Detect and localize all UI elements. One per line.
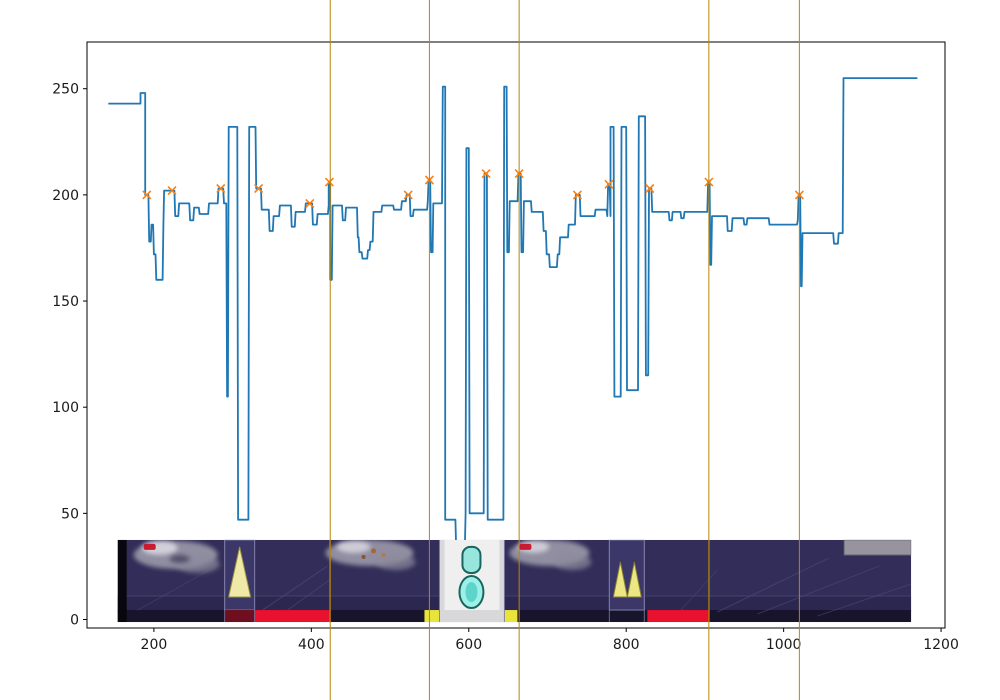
peak-marker-x-icon — [216, 183, 226, 194]
peak-marker-x-icon — [167, 186, 177, 196]
road-line — [262, 565, 328, 611]
road-line — [757, 565, 880, 615]
peak-marker-x-icon — [604, 179, 614, 189]
axes-frame — [86, 41, 946, 629]
inset-image-strip — [117, 539, 912, 623]
obstacle-panel — [608, 539, 645, 611]
x-tick-label: 400 — [298, 637, 325, 653]
peak-markers — [142, 169, 804, 208]
x-tick-label: 800 — [613, 637, 640, 653]
warning-triangle — [228, 546, 252, 598]
smudge — [553, 553, 592, 570]
smudge — [169, 554, 190, 563]
y-tick-label: 150 — [52, 294, 79, 310]
gray-box — [843, 539, 912, 556]
red-bar — [254, 610, 331, 623]
y-tick-label: 50 — [61, 506, 79, 522]
warning-triangle — [626, 561, 642, 598]
debris — [371, 548, 377, 554]
red-bar — [647, 610, 710, 623]
x-tick-label: 1200 — [923, 637, 959, 653]
axes-layer: 200 400 600 800 1000 1200 0 50 100 150 200 250 — [52, 41, 959, 653]
vlines-layer — [329, 0, 800, 700]
peak-marker-x-icon — [403, 190, 413, 200]
capsule-core — [465, 581, 478, 603]
debris — [381, 552, 386, 557]
smudge — [517, 540, 550, 553]
peak-marker-x-icon — [481, 169, 491, 179]
peak-marker-x-icon — [305, 198, 315, 208]
signal-line — [108, 77, 918, 551]
red-marker — [519, 543, 532, 550]
black-band — [117, 539, 127, 623]
yellow-chip — [504, 610, 518, 623]
road-line — [817, 583, 912, 617]
peak-marker-x-icon — [572, 190, 582, 200]
peak-marker-x-icon — [324, 177, 334, 187]
debris — [361, 554, 366, 559]
x-tick-label: 1000 — [766, 637, 802, 653]
x-tick-label: 600 — [455, 637, 482, 653]
peak-marker-x-icon — [645, 183, 655, 194]
road-band — [117, 596, 912, 613]
dark-red-bar — [224, 610, 255, 623]
red-marker — [143, 543, 156, 550]
peak-marker-x-icon — [142, 190, 152, 200]
y-tick-label: 250 — [52, 82, 79, 98]
series-layer — [108, 77, 918, 551]
road-line — [676, 569, 718, 615]
y-tick-label: 200 — [52, 188, 79, 204]
smudge — [336, 540, 371, 553]
y-tick-label: 0 — [70, 613, 79, 629]
road-line — [137, 569, 210, 611]
warning-triangle — [612, 561, 628, 598]
road-line — [287, 579, 330, 611]
smudge — [375, 553, 416, 570]
y-tick-label: 100 — [52, 400, 79, 416]
capsule-top — [461, 545, 482, 574]
x-tick-label: 200 — [141, 637, 168, 653]
yellow-chip — [424, 610, 440, 623]
peak-marker-x-icon — [254, 183, 264, 194]
road-line — [717, 557, 830, 613]
